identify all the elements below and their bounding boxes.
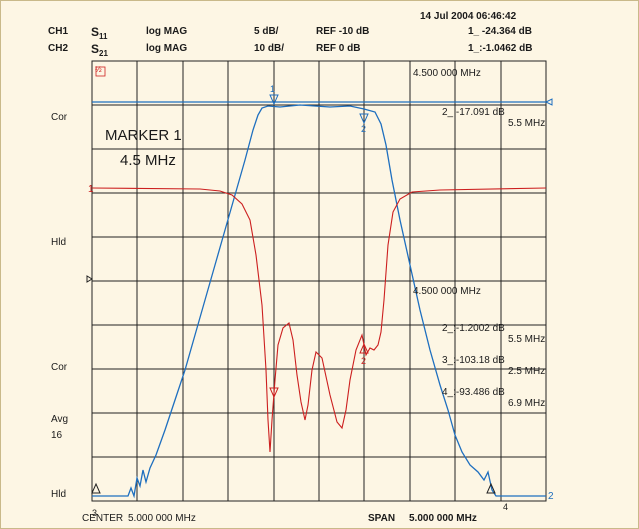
- marker-2-triangle-ch2: [359, 113, 369, 125]
- marker-4-triangle: [486, 482, 496, 494]
- marker-1-triangle-ch2: [269, 94, 279, 106]
- marker-3-label: 3: [92, 508, 98, 518]
- datetime: 14 Jul 2004 06:46:42: [420, 11, 517, 22]
- hld-label-1: Hld: [51, 237, 67, 248]
- ch1-trace: [91, 187, 547, 453]
- marker-4-label: 4: [503, 502, 509, 512]
- hld-label-2: Hld: [51, 489, 67, 500]
- ch1-marker2-value: 2_ -17.091 dB: [442, 107, 505, 118]
- ch1-marker-frequency: 4.500 000 MHz: [413, 68, 481, 79]
- ch1-param: S11: [91, 25, 108, 41]
- ch2-marker2-value: 2_:-1.2002 dB: [442, 323, 505, 334]
- marker-1-label: 1: [270, 84, 276, 94]
- span-value: 5.000 000 MHz: [409, 513, 477, 524]
- marker-1-triangle-ch1: [269, 387, 279, 399]
- ch1-format: log MAG: [146, 26, 188, 37]
- hold-icon: ½: [95, 65, 102, 74]
- ch2-trace: [92, 104, 546, 499]
- ch2-marker3-value: 3_:-103.18 dB: [442, 355, 505, 366]
- avg-count: 16: [51, 430, 63, 441]
- ch1-marker-readout: 1_ -24.364 dB: [468, 26, 532, 37]
- ch1-ref-arrow-left: [86, 275, 93, 283]
- cor-label-1: Cor: [51, 112, 68, 123]
- ch1-marker2-frequency: 5.5 MHz: [508, 118, 546, 129]
- ch1-reference-label: 1: [88, 184, 94, 195]
- ch2-marker-frequency: 4.500 000 MHz: [413, 286, 481, 297]
- hold-icon-box: [95, 66, 106, 77]
- marker-frequency: 4.5 MHz: [120, 152, 176, 169]
- ch1-scale: 5 dB/: [254, 26, 279, 37]
- marker-2b-label: 2: [361, 356, 367, 366]
- marker-2-label: 2: [361, 124, 367, 134]
- ch2-marker4-value: 4_:-93.486 dB: [442, 387, 505, 398]
- center-value: 5.000 000 MHz: [128, 513, 196, 524]
- ch2-scale: 10 dB/: [254, 43, 285, 54]
- ch2-marker-readout: 1_:-1.0462 dB: [468, 43, 533, 54]
- ch2-reference-label: 2: [548, 491, 554, 502]
- ch1-label: CH1: [48, 26, 69, 37]
- marker-title: MARKER 1: [105, 127, 182, 144]
- avg-label: Avg: [51, 414, 69, 425]
- ch2-marker3-frequency: 2.5 MHz: [508, 366, 546, 377]
- marker-2-triangle-ch1: [359, 342, 369, 354]
- ch2-marker4-frequency: 6.9 MHz: [508, 398, 546, 409]
- ch2-ref-arrow-right: [544, 98, 553, 106]
- ch1-ref: REF -10 dB: [316, 26, 370, 37]
- center-label: CENTER: [82, 513, 124, 524]
- ch2-ref: REF 0 dB: [316, 43, 361, 54]
- ch2-marker2-frequency: 5.5 MHz: [508, 334, 546, 345]
- graticule: [91, 60, 547, 502]
- marker-3-triangle: [91, 482, 101, 494]
- span-label: SPAN: [368, 513, 396, 524]
- ch2-param: S21: [91, 42, 108, 58]
- ch2-format: log MAG: [146, 43, 188, 54]
- cor-label-2: Cor: [51, 362, 68, 373]
- ch2-label: CH2: [48, 43, 69, 54]
